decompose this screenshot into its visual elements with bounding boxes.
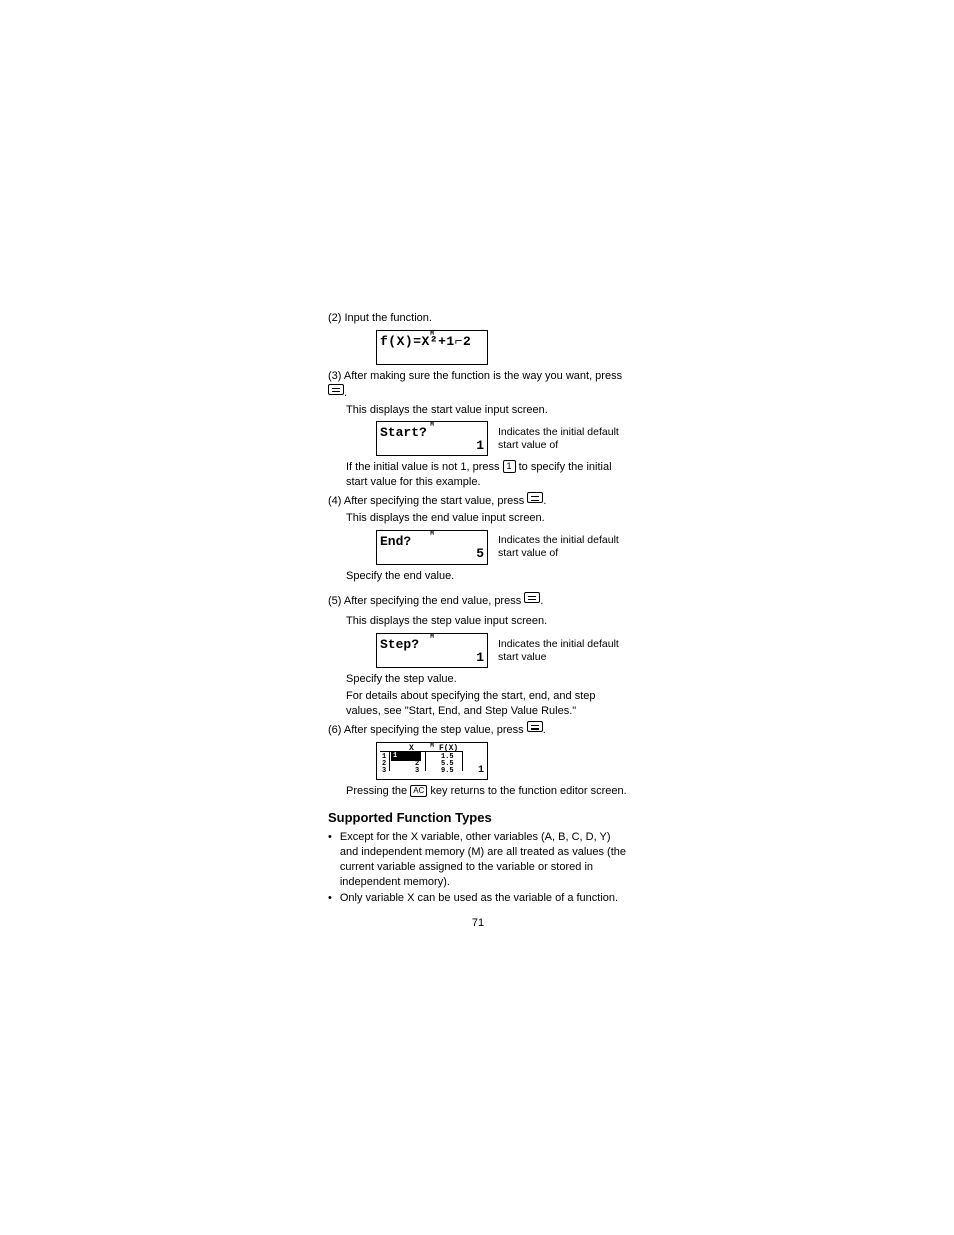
equals-key-icon xyxy=(328,384,344,395)
bullet-item: • Except for the X variable, other varia… xyxy=(328,830,628,889)
start-value: 1 xyxy=(476,437,484,455)
table-cell: 9.5 xyxy=(441,767,454,776)
step3-sub2a: If the initial value is not 1, press xyxy=(346,461,499,473)
table-screen: M X F(X) 1 1 1.5 2 2 5.5 3 3 9.5 1 xyxy=(376,742,488,780)
step-label: Step? xyxy=(380,636,419,654)
step5-sub2: Specify the step value. xyxy=(346,672,628,687)
bullet-item: • Only variable X can be used as the var… xyxy=(328,891,628,906)
step5-text: (5) After specifying the end value, pres… xyxy=(328,595,521,607)
step3-label: (3) After making sure the function is th… xyxy=(328,369,628,401)
step3-sub2: If the initial value is not 1, press 1 t… xyxy=(346,460,628,490)
start-label: Start? xyxy=(380,424,427,442)
table-row: 3 xyxy=(382,767,386,776)
step5-sub3: For details about specifying the start, … xyxy=(346,689,628,719)
step3-sub: This displays the start value input scre… xyxy=(346,403,628,418)
end-screen: M End? 5 xyxy=(376,530,488,565)
m-indicator: M xyxy=(430,530,434,538)
page-number: 71 xyxy=(328,916,628,931)
step-value: 1 xyxy=(476,649,484,667)
end-note: Indicates the initial default start valu… xyxy=(498,534,628,560)
step6-sub: Pressing the AC key returns to the funct… xyxy=(346,784,628,799)
step-screen: M Step? 1 xyxy=(376,633,488,668)
m-indicator: M xyxy=(430,742,434,750)
step-note: Indicates the initial default start valu… xyxy=(498,638,628,664)
step5-sub: This displays the step value input scree… xyxy=(346,614,628,629)
bullet-text: Only variable X can be used as the varia… xyxy=(340,891,628,906)
step5-label: (5) After specifying the end value, pres… xyxy=(328,592,628,609)
step4-sub2: Specify the end value. xyxy=(346,569,628,584)
end-value: 5 xyxy=(476,545,484,563)
bullet-icon: • xyxy=(328,891,332,906)
end-label: End? xyxy=(380,533,411,551)
function-screen: M f(X)=X²+1⌐2 xyxy=(376,330,488,365)
section-title: Supported Function Types xyxy=(328,809,628,827)
equals-key-icon xyxy=(527,492,543,503)
bullet-icon: • xyxy=(328,830,332,889)
step6-text: (6) After specifying the step value, pre… xyxy=(328,724,524,736)
table-cell: 3 xyxy=(415,767,419,776)
step4-sub: This displays the end value input screen… xyxy=(346,511,628,526)
m-indicator: M xyxy=(430,421,434,429)
table-bottom: 1 xyxy=(478,764,484,778)
step3-text: (3) After making sure the function is th… xyxy=(328,370,622,382)
function-text: f(X)=X²+1⌐2 xyxy=(380,333,471,351)
ac-key-icon: AC xyxy=(410,785,427,797)
step6-sub-a: Pressing the xyxy=(346,785,407,797)
step2-label: (2) Input the function. xyxy=(328,311,628,326)
equals-key-icon xyxy=(527,721,543,732)
step4-text: (4) After specifying the start value, pr… xyxy=(328,495,524,507)
equals-key-icon xyxy=(524,592,540,603)
step6-label: (6) After specifying the step value, pre… xyxy=(328,721,628,738)
start-screen: M Start? 1 xyxy=(376,421,488,456)
step6-sub-b: key returns to the function editor scree… xyxy=(430,785,626,797)
start-note: Indicates the initial default start valu… xyxy=(498,426,628,452)
m-indicator: M xyxy=(430,633,434,641)
step4-label: (4) After specifying the start value, pr… xyxy=(328,492,628,509)
bullet-text: Except for the X variable, other variabl… xyxy=(340,830,628,889)
one-key-icon: 1 xyxy=(503,460,516,473)
